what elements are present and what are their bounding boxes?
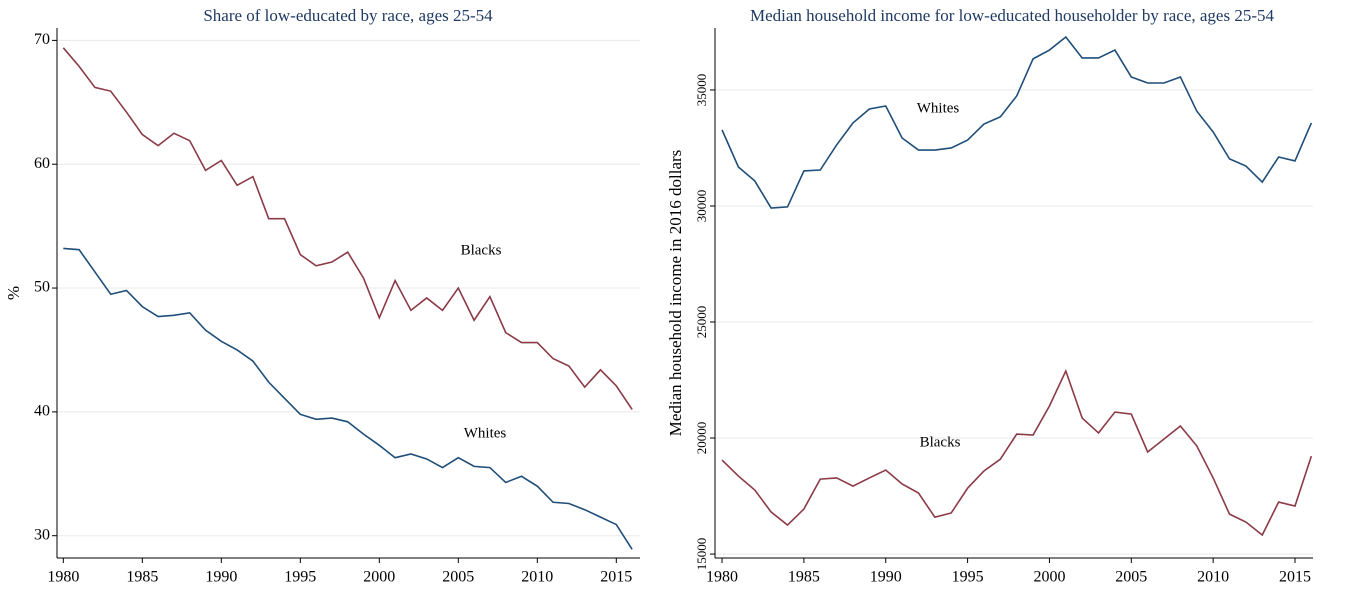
- x-tick-label: 1985: [126, 569, 158, 586]
- x-tick-label: 2010: [521, 569, 553, 586]
- series-line: [721, 368, 1313, 537]
- series-label: Whites: [917, 100, 960, 116]
- x-tick-label: 1990: [205, 569, 237, 586]
- y-tick-label: 40: [34, 403, 50, 420]
- y-tick-label: 35000: [694, 74, 709, 107]
- y-tick-label: 15000: [694, 538, 709, 571]
- y-tick-label: 60: [34, 155, 50, 172]
- y-tick-label: 70: [34, 31, 50, 48]
- x-tick-label: 1980: [706, 569, 738, 586]
- x-tick-label: 1985: [788, 569, 820, 586]
- y-tick-label: 50: [34, 279, 50, 296]
- x-tick-label: 1980: [47, 569, 79, 586]
- y-tick-label: 25000: [694, 306, 709, 339]
- series-line: [721, 35, 1313, 209]
- chart-title: Median household income for low-educated…: [750, 6, 1274, 25]
- x-tick-label: 2015: [600, 569, 632, 586]
- series-line: [62, 47, 633, 410]
- chart-title: Share of low-educated by race, ages 25-5…: [203, 6, 493, 25]
- x-tick-label: 1995: [952, 569, 984, 586]
- x-tick-label: 2005: [1115, 569, 1147, 586]
- x-tick-label: 2005: [442, 569, 474, 586]
- y-tick-label: 30000: [694, 190, 709, 223]
- series-label: Blacks: [461, 242, 502, 258]
- y-tick-label: 30: [34, 526, 50, 543]
- x-tick-label: 2010: [1197, 569, 1229, 586]
- series-line: [63, 247, 633, 550]
- x-tick-label: 2015: [1279, 569, 1311, 586]
- x-tick-label: 1990: [870, 569, 902, 586]
- y-axis-label: %: [4, 286, 23, 300]
- x-tick-label: 2000: [363, 569, 395, 586]
- x-tick-label: 2000: [1033, 569, 1065, 586]
- x-tick-label: 1995: [284, 569, 316, 586]
- series-label: Blacks: [920, 434, 961, 450]
- series-label: Whites: [464, 425, 507, 441]
- y-axis-label: Median household income in 2016 dollars: [666, 150, 685, 437]
- y-tick-label: 20000: [694, 422, 709, 455]
